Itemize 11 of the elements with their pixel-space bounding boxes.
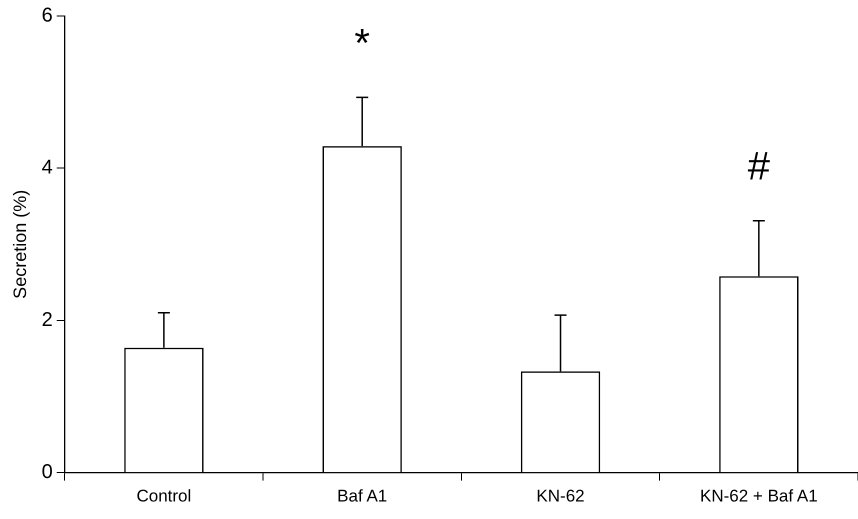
y-tick-label: 4 [42, 156, 53, 179]
y-tick-label: 0 [42, 461, 53, 484]
x-tick-label: KN-62 + Baf A1 [700, 486, 818, 506]
y-axis-title: Secretion (%) [10, 190, 30, 299]
x-tick-label: Control [136, 486, 192, 506]
data-label: # [748, 144, 771, 189]
x-tick-label: Baf A1 [337, 486, 388, 506]
y-tick-label: 6 [42, 4, 53, 27]
x-tick-label: KN-62 [536, 486, 585, 506]
data-label: * [354, 21, 370, 66]
y-tick-label: 2 [42, 308, 53, 331]
